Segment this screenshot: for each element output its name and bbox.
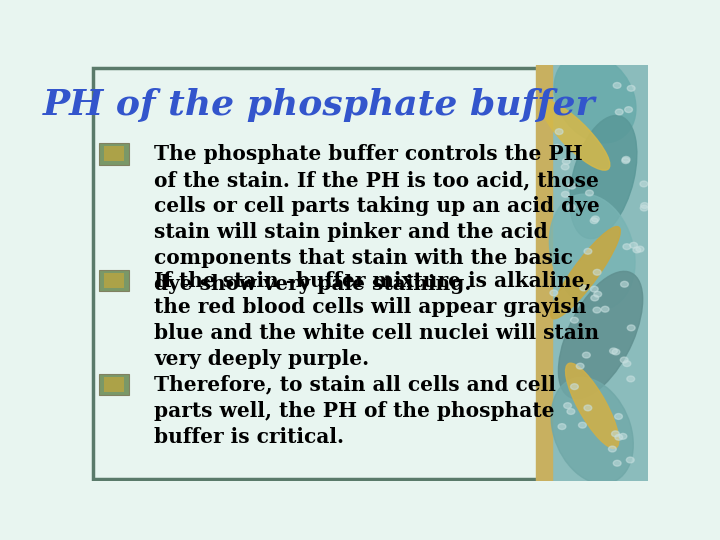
Circle shape (625, 107, 632, 112)
Circle shape (627, 325, 635, 331)
Circle shape (570, 318, 578, 323)
Circle shape (613, 460, 621, 466)
Circle shape (640, 205, 648, 211)
Circle shape (619, 434, 627, 439)
FancyBboxPatch shape (93, 68, 644, 478)
Circle shape (636, 246, 644, 252)
Circle shape (622, 158, 629, 164)
Circle shape (576, 363, 584, 369)
Circle shape (562, 159, 570, 164)
Circle shape (612, 349, 620, 355)
Circle shape (550, 290, 558, 296)
Circle shape (591, 216, 599, 222)
Ellipse shape (541, 101, 610, 170)
Ellipse shape (566, 363, 618, 448)
Circle shape (630, 242, 637, 248)
Circle shape (564, 403, 572, 409)
Circle shape (567, 409, 575, 414)
Circle shape (568, 183, 576, 189)
Circle shape (623, 244, 631, 249)
Circle shape (591, 295, 598, 301)
Circle shape (585, 190, 593, 196)
Circle shape (621, 281, 629, 287)
Circle shape (590, 286, 598, 292)
Circle shape (613, 83, 621, 89)
Circle shape (626, 457, 634, 463)
FancyBboxPatch shape (104, 273, 124, 288)
Circle shape (622, 157, 630, 163)
Text: The phosphate buffer controls the PH
of the stain. If the PH is too acid, those
: The phosphate buffer controls the PH of … (154, 144, 600, 294)
Ellipse shape (551, 227, 621, 319)
Ellipse shape (570, 116, 637, 239)
Circle shape (555, 129, 563, 134)
Circle shape (562, 164, 569, 170)
Circle shape (610, 348, 618, 354)
FancyBboxPatch shape (99, 270, 128, 292)
Text: PH of the phosphate buffer: PH of the phosphate buffer (42, 87, 595, 122)
Circle shape (623, 361, 631, 367)
Circle shape (633, 247, 641, 253)
Circle shape (627, 376, 634, 382)
FancyBboxPatch shape (104, 377, 124, 392)
Ellipse shape (551, 377, 634, 484)
Circle shape (593, 307, 600, 313)
Circle shape (601, 306, 609, 312)
Circle shape (554, 144, 561, 150)
Circle shape (578, 422, 586, 428)
Circle shape (582, 352, 590, 358)
Text: If the stain –buffer mixture is alkaline,
the red blood cells will appear grayis: If the stain –buffer mixture is alkaline… (154, 271, 599, 369)
Circle shape (584, 405, 592, 411)
Bar (536, 65, 552, 481)
Circle shape (580, 285, 588, 291)
Ellipse shape (549, 194, 635, 310)
Circle shape (640, 181, 648, 187)
FancyBboxPatch shape (99, 374, 128, 395)
Circle shape (593, 269, 601, 275)
Ellipse shape (559, 271, 643, 399)
Circle shape (608, 446, 616, 452)
Circle shape (584, 248, 592, 254)
Circle shape (641, 202, 649, 208)
Ellipse shape (554, 53, 636, 143)
Circle shape (616, 109, 623, 115)
Circle shape (627, 85, 635, 91)
Circle shape (615, 414, 622, 420)
Text: Therefore, to stain all cells and cell
parts well, the PH of the phosphate
buffe: Therefore, to stain all cells and cell p… (154, 375, 556, 447)
FancyBboxPatch shape (99, 143, 128, 165)
Circle shape (590, 218, 598, 224)
Circle shape (621, 357, 628, 363)
Circle shape (615, 434, 623, 440)
Circle shape (570, 384, 578, 389)
Circle shape (567, 204, 575, 210)
Circle shape (594, 291, 602, 297)
Circle shape (611, 431, 619, 437)
Circle shape (562, 191, 570, 197)
FancyBboxPatch shape (104, 146, 124, 161)
Circle shape (558, 424, 566, 429)
Bar (550, 65, 651, 481)
